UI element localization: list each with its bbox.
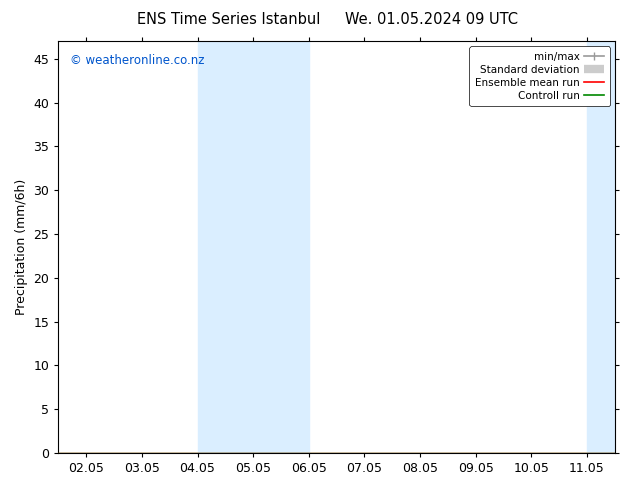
Y-axis label: Precipitation (mm/6h): Precipitation (mm/6h) bbox=[15, 179, 28, 315]
Text: ENS Time Series Istanbul: ENS Time Series Istanbul bbox=[136, 12, 320, 27]
Text: © weatheronline.co.nz: © weatheronline.co.nz bbox=[70, 53, 204, 67]
Legend: min/max, Standard deviation, Ensemble mean run, Controll run: min/max, Standard deviation, Ensemble me… bbox=[469, 47, 610, 106]
Bar bbox=[587, 41, 615, 453]
Bar bbox=[198, 41, 309, 453]
Text: We. 01.05.2024 09 UTC: We. 01.05.2024 09 UTC bbox=[345, 12, 517, 27]
